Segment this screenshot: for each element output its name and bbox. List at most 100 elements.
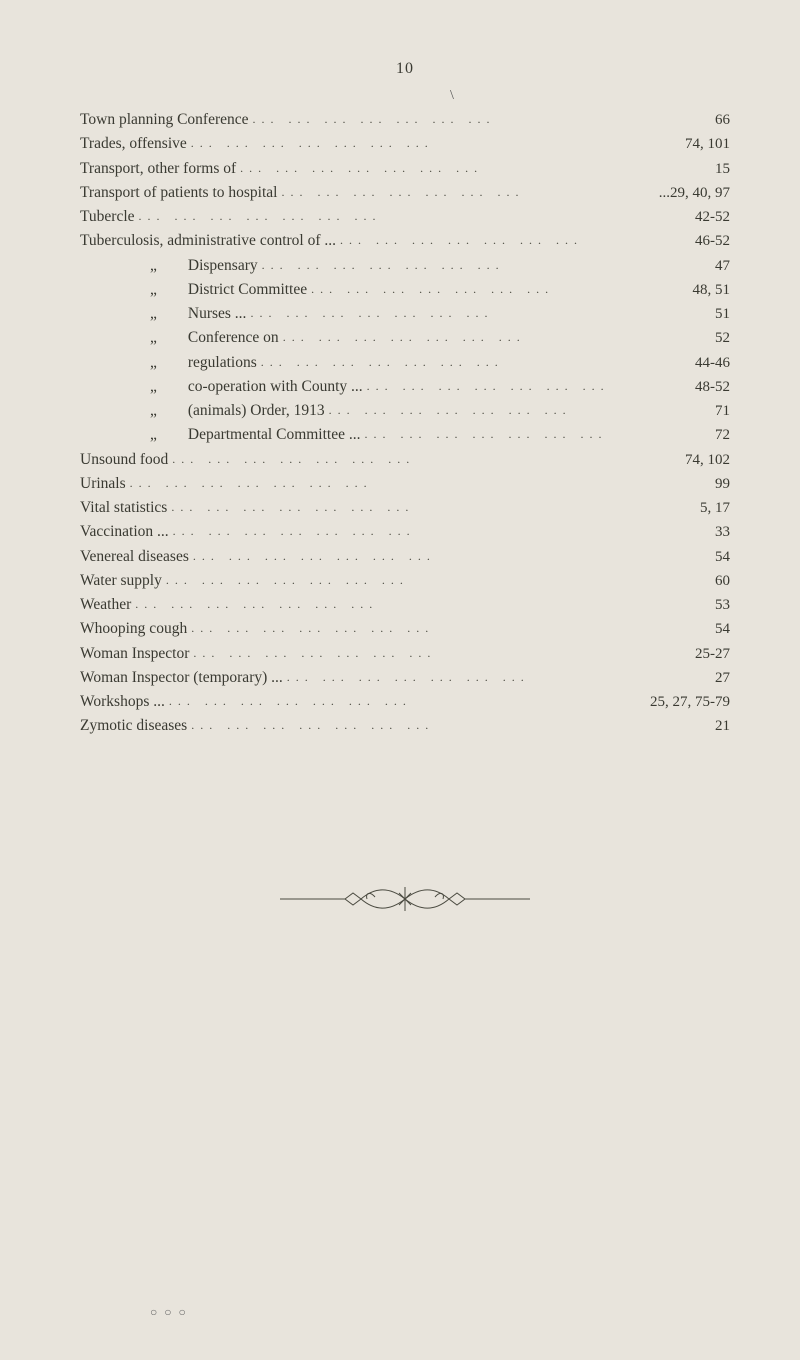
index-row: Tuberculosis, administrative control of … <box>80 229 730 253</box>
entry-pages: 48, 51 <box>640 279 730 302</box>
index-row: Urinals... ... ... ... ... ... ...99 <box>80 472 730 496</box>
leader-dots: ... ... ... ... ... ... ... <box>187 134 640 153</box>
entry-pages: 54 <box>640 618 730 641</box>
entry-label: Tuberculosis, administrative control of … <box>80 229 336 253</box>
entry-pages: 25-27 <box>640 643 730 666</box>
leader-dots: ... ... ... ... ... ... ... <box>246 304 640 323</box>
entry-label: „ Nurses ... <box>80 302 246 326</box>
index-row: „ (animals) Order, 1913... ... ... ... .… <box>80 399 730 423</box>
entry-label: Water supply <box>80 569 162 593</box>
leader-dots: ... ... ... ... ... ... ... <box>126 474 640 493</box>
entry-label: Tubercle <box>80 205 135 229</box>
entry-label: „ District Committee <box>80 278 307 302</box>
leader-dots: ... ... ... ... ... ... ... <box>258 256 640 275</box>
index-row: „ District Committee... ... ... ... ... … <box>80 278 730 302</box>
index-row: Town planning Conference... ... ... ... … <box>80 108 730 132</box>
index-row: Woman Inspector... ... ... ... ... ... .… <box>80 642 730 666</box>
entry-label: Urinals <box>80 472 126 496</box>
leader-dots: ... ... ... ... ... ... ... <box>257 353 640 372</box>
index-row: Trades, offensive... ... ... ... ... ...… <box>80 132 730 156</box>
leader-dots: ... ... ... ... ... ... ... <box>168 450 640 469</box>
leader-dots: ... ... ... ... ... ... ... <box>279 328 640 347</box>
leader-dots: ... ... ... ... ... ... ... <box>135 207 640 226</box>
footer-dots: ○ ○ ○ <box>150 1305 188 1320</box>
leader-dots: ... ... ... ... ... ... ... <box>187 619 640 638</box>
entry-label: „ regulations <box>80 351 257 375</box>
entry-label: Zymotic diseases <box>80 714 187 738</box>
entry-pages: 72 <box>640 424 730 447</box>
index-row: Weather... ... ... ... ... ... ...53 <box>80 593 730 617</box>
index-row: Tubercle... ... ... ... ... ... ...42-52 <box>80 205 730 229</box>
entry-pages: 47 <box>640 255 730 278</box>
index-row: Whooping cough... ... ... ... ... ... ..… <box>80 617 730 641</box>
slash-mark: \ <box>450 88 454 104</box>
entry-pages: 15 <box>640 158 730 181</box>
index-row: Woman Inspector (temporary) ...... ... .… <box>80 666 730 690</box>
entry-label: „ (animals) Order, 1913 <box>80 399 325 423</box>
page-container: 10 \ Town planning Conference ... ... ...… <box>0 0 800 964</box>
index-row: „ co-operation with County ...... ... ..… <box>80 375 730 399</box>
entry-label: Vaccination ... <box>80 520 169 544</box>
flourish-icon <box>275 879 535 919</box>
entry-pages: 52 <box>640 327 730 350</box>
leader-dots: ... ... ... ... ... ... ... <box>325 401 640 420</box>
entry-pages: 42-52 <box>640 206 730 229</box>
index-row: „ Dispensary... ... ... ... ... ... ...4… <box>80 254 730 278</box>
entry-label: Woman Inspector <box>80 642 189 666</box>
index-row: „ Nurses ...... ... ... ... ... ... ...5… <box>80 302 730 326</box>
entry-label: Vital statistics <box>80 496 167 520</box>
index-row: Vital statistics... ... ... ... ... ... … <box>80 496 730 520</box>
entry-pages: 46-52 <box>640 230 730 253</box>
entry-pages: 5, 17 <box>640 497 730 520</box>
entry-pages: 21 <box>640 715 730 738</box>
index-row: Transport of patients to hospital... ...… <box>80 181 730 205</box>
leader-dots: ... ... ... ... ... ... ... <box>363 377 640 396</box>
leader-dots: ... ... ... ... ... ... ... <box>360 425 640 444</box>
leader-dots: ... ... ... ... ... ... ... <box>162 571 640 590</box>
entry-pages: 66 <box>640 109 730 132</box>
index-row: „ regulations... ... ... ... ... ... ...… <box>80 351 730 375</box>
entry-pages: 74, 101 <box>640 133 730 156</box>
entry-label: „ Conference on <box>80 326 279 350</box>
entry-label: Whooping cough <box>80 617 187 641</box>
index-row: „ Conference on... ... ... ... ... ... .… <box>80 326 730 350</box>
leader-dots: ... ... ... ... ... ... ... <box>236 159 640 178</box>
index-list: Town planning Conference ... ... ... ... … <box>80 108 730 739</box>
index-row: Workshops ...... ... ... ... ... ... ...… <box>80 690 730 714</box>
leader-dots: ... ... ... ... ... ... ... <box>307 280 640 299</box>
index-row: Venereal diseases... ... ... ... ... ...… <box>80 545 730 569</box>
entry-pages: 60 <box>640 570 730 593</box>
entry-label: „ co-operation with County ... <box>80 375 363 399</box>
entry-label: Transport, other forms of <box>80 157 236 181</box>
entry-label: Woman Inspector (temporary) ... <box>80 666 283 690</box>
entry-pages: 54 <box>640 546 730 569</box>
entry-label: Town planning Conference <box>80 108 249 132</box>
entry-label: „ Dispensary <box>80 254 258 278</box>
leader-dots: ... ... ... ... ... ... ... <box>189 547 640 566</box>
leader-dots: ... ... ... ... ... ... ... <box>277 183 640 202</box>
ornament-divider <box>80 879 730 924</box>
index-row: Vaccination ...... ... ... ... ... ... .… <box>80 520 730 544</box>
page-number: 10 <box>80 60 730 78</box>
entry-pages: 71 <box>640 400 730 423</box>
index-row: Water supply... ... ... ... ... ... ...6… <box>80 569 730 593</box>
leader-dots: ... ... ... ... ... ... ... <box>189 644 640 663</box>
index-row: Transport, other forms of... ... ... ...… <box>80 157 730 181</box>
entry-pages: 51 <box>640 303 730 326</box>
leader-dots: ... ... ... ... ... ... ... <box>283 668 640 687</box>
entry-label: Unsound food <box>80 448 168 472</box>
entry-label: Transport of patients to hospital <box>80 181 277 205</box>
leader-dots: ... ... ... ... ... ... ... <box>336 231 640 250</box>
leader-dots: ... ... ... ... ... ... ... <box>167 498 640 517</box>
leader-dots: ... ... ... ... ... ... ... <box>165 692 640 711</box>
leader-dots: ... ... ... ... ... ... ... <box>131 595 640 614</box>
entry-label: Venereal diseases <box>80 545 189 569</box>
leader-dots: ... ... ... ... ... ... ... <box>249 110 640 129</box>
entry-pages: 33 <box>640 521 730 544</box>
index-row: „ Departmental Committee ...... ... ... … <box>80 423 730 447</box>
entry-label: Weather <box>80 593 131 617</box>
entry-label: „ Departmental Committee ... <box>80 423 360 447</box>
entry-pages: 99 <box>640 473 730 496</box>
leader-dots: ... ... ... ... ... ... ... <box>169 522 640 541</box>
entry-pages: 48-52 <box>640 376 730 399</box>
